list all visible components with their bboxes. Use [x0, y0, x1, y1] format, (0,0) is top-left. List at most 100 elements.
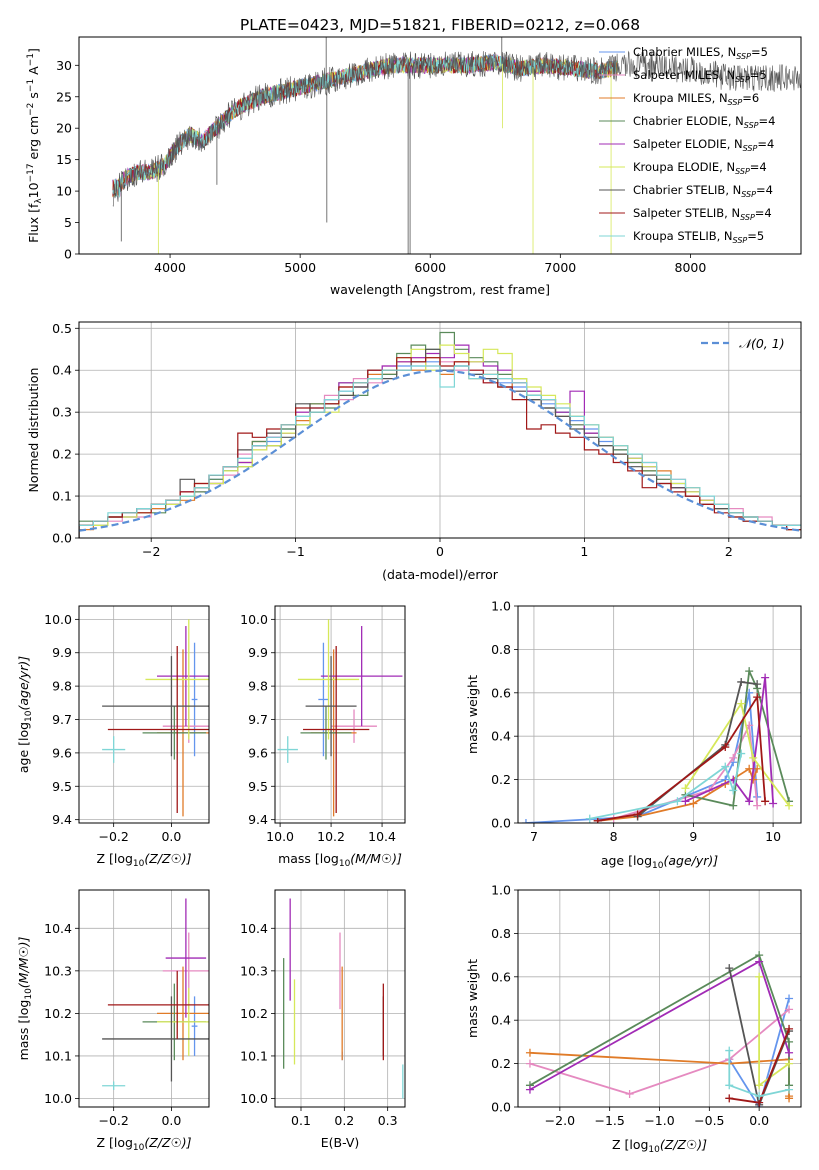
plot-area — [275, 606, 405, 823]
weight-marker — [761, 797, 770, 806]
x-tick-label: 2 — [725, 544, 733, 559]
legend-label: Kroupa MILES, NSSP=6 — [633, 91, 759, 107]
x-axis-label: wavelength [Angstrom, rest frame] — [330, 282, 550, 297]
weight-marker — [755, 1081, 764, 1090]
spectrum-panel: 4000 5000 6000 7000 8000 0 5 10 15 20 25 30 Chabrier… — [26, 36, 802, 297]
y-tick-label: 0.1 — [52, 489, 72, 504]
weight-marker — [625, 1089, 634, 1098]
x-tick-label: 7 — [530, 829, 538, 844]
y-tick-label: 0.8 — [491, 642, 511, 657]
y-tick-label: 30 — [56, 58, 72, 73]
y-tick-label: 25 — [56, 89, 72, 104]
plot-area — [79, 606, 209, 823]
plot-area — [518, 890, 801, 1107]
y-tick-label: 10.0 — [44, 1091, 72, 1106]
weight-marker — [673, 797, 682, 806]
figure-title: PLATE=0423, MJD=51821, FIBERID=0212, z=0… — [240, 16, 640, 34]
y-tick-label: 10.0 — [240, 612, 268, 627]
y-tick-label: 9.4 — [248, 812, 268, 827]
y-tick-label: 10.4 — [240, 921, 268, 936]
weight-marker — [755, 1092, 764, 1101]
weight-marker — [729, 801, 738, 810]
weight-line — [728, 1050, 790, 1098]
y-tick-label: 0.3 — [52, 405, 72, 420]
x-tick-label: 9 — [689, 829, 697, 844]
weight-marker — [785, 1024, 794, 1033]
plot-area — [79, 890, 209, 1107]
x-tick-label: 6000 — [414, 260, 446, 275]
weight-marker — [725, 964, 734, 973]
weight-marker — [725, 1046, 734, 1055]
y-tick-label: 9.6 — [248, 745, 268, 760]
y-tick-label: 0 — [64, 247, 72, 262]
y-tick-label: 0.6 — [491, 969, 511, 984]
weight-marker — [745, 764, 754, 773]
y-tick-label: 0.2 — [491, 1056, 511, 1071]
weight-marker — [753, 764, 762, 773]
normal-curve — [79, 369, 801, 532]
age-vs-mass-panel: 10.0 10.2 10.4 9.4 9.5 9.6 9.7 9.8 9.9 10.0 mass [… — [240, 605, 406, 869]
y-axis-label: mass weight — [465, 675, 480, 754]
weight-marker — [785, 1037, 794, 1046]
y-tick-label: 0.2 — [491, 772, 511, 787]
axes-frame — [274, 889, 406, 1108]
weight-marker — [525, 1048, 534, 1057]
y-tick-label: 0.4 — [52, 363, 72, 378]
x-tick-label: 0.3 — [378, 1113, 398, 1128]
y-tick-label: 0.2 — [52, 447, 72, 462]
y-tick-label: 0.5 — [52, 321, 72, 336]
age-vs-z-panel: −0.2 0.0 9.4 9.5 9.6 9.7 9.8 9.9 10.0 Z [log10(Z/… — [16, 605, 210, 869]
x-tick-label: 10.2 — [317, 829, 345, 844]
y-axis-label: Normed distribution — [26, 368, 41, 493]
weight-marker — [785, 801, 794, 810]
y-tick-label: 10.2 — [44, 1006, 72, 1021]
weight-marker — [729, 786, 738, 795]
x-tick-label: 0 — [436, 544, 444, 559]
y-tick-label: 0.8 — [491, 926, 511, 941]
x-axis-label: age [log10(age/yr)] — [601, 853, 718, 871]
residual-panel: −2 −1 0 1 2 0.0 0.1 0.2 0.3 0.4 0.5 𝒩(0, 1) (data-mo… — [26, 321, 802, 582]
legend-label: Salpeter ELODIE, NSSP=4 — [633, 137, 774, 153]
y-tick-label: 9.7 — [52, 712, 72, 727]
weight-marker — [785, 1085, 794, 1094]
weight-marker — [525, 1085, 534, 1094]
weight-marker — [585, 814, 594, 823]
axes-frame — [517, 605, 802, 824]
y-tick-label: 1.0 — [491, 883, 511, 898]
x-tick-label: −1.5 — [594, 1113, 624, 1128]
weight-marker — [689, 799, 698, 808]
x-tick-label: −1 — [286, 544, 304, 559]
y-tick-label: 1.0 — [491, 599, 511, 614]
weight-marker — [753, 693, 762, 702]
mass-vs-ebv-panel: 0.1 0.2 0.3 10.0 10.1 10.2 10.3 10.4 E(B-V) — [240, 889, 406, 1150]
y-tick-label: 5 — [64, 215, 72, 230]
weight-marker — [745, 667, 754, 676]
legend-label: Chabrier ELODIE, NSSP=4 — [633, 114, 775, 130]
legend-label: Chabrier MILES, NSSP=5 — [633, 45, 768, 61]
x-tick-label: 10.0 — [266, 829, 294, 844]
y-tick-label: 9.6 — [52, 745, 72, 760]
x-tick-label: 0.0 — [749, 1113, 769, 1128]
x-tick-label: 10.4 — [368, 829, 396, 844]
weight-marker — [593, 816, 602, 823]
histogram-step — [79, 365, 801, 538]
weight-marker — [681, 797, 690, 806]
legend-label: Salpeter STELIB, NSSP=4 — [633, 206, 772, 222]
y-axis-label: mass [log10(M/M☉)] — [16, 936, 34, 1060]
y-tick-label: 9.4 — [52, 812, 72, 827]
legend-label: Kroupa ELODIE, NSSP=4 — [633, 160, 767, 176]
y-tick-label: 9.8 — [52, 679, 72, 694]
axes-frame — [78, 36, 802, 255]
y-tick-label: 0.6 — [491, 685, 511, 700]
x-tick-label: 8000 — [675, 260, 707, 275]
y-tick-label: 9.7 — [248, 712, 268, 727]
x-tick-label: 0.2 — [334, 1113, 354, 1128]
y-tick-label: 9.5 — [52, 779, 72, 794]
plot-area — [275, 890, 405, 1107]
plot-area — [112, 37, 801, 254]
weight-marker — [633, 810, 642, 819]
x-axis-label: E(B-V) — [321, 1135, 360, 1150]
x-tick-label: 0.0 — [161, 1113, 181, 1128]
y-tick-label: 10 — [56, 184, 72, 199]
